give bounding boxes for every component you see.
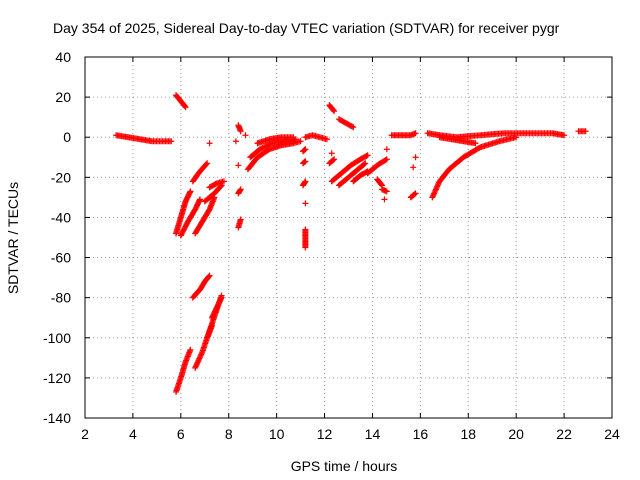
y-tick-label: -140 xyxy=(43,410,71,426)
data-point xyxy=(302,178,309,185)
data-point xyxy=(181,103,188,110)
data-point xyxy=(363,152,370,159)
x-axis-label: GPS time / hours xyxy=(291,458,398,474)
data-point xyxy=(290,134,297,141)
data-point xyxy=(302,146,309,153)
y-tick-label: -80 xyxy=(51,290,71,306)
data-point xyxy=(561,132,568,139)
data-point xyxy=(328,150,335,157)
data-point xyxy=(412,154,419,161)
y-tick-label: 0 xyxy=(63,129,71,145)
data-point xyxy=(330,107,337,114)
data-point xyxy=(362,160,369,167)
x-tick-label: 4 xyxy=(129,426,137,442)
data-point xyxy=(364,152,371,159)
data-point xyxy=(205,273,212,280)
data-point xyxy=(382,157,389,164)
x-tick-label: 20 xyxy=(508,426,524,442)
plot-border xyxy=(84,56,613,419)
data-point xyxy=(323,136,330,143)
data-point xyxy=(203,161,210,168)
y-tick-label: 40 xyxy=(55,49,71,65)
data-point xyxy=(302,158,309,165)
data-point xyxy=(237,128,244,135)
y-tick-label: 20 xyxy=(55,89,71,105)
data-point xyxy=(187,188,194,195)
x-tick-label: 8 xyxy=(225,426,233,442)
data-point xyxy=(383,156,390,163)
data-point xyxy=(301,158,308,165)
data-points xyxy=(113,92,589,395)
y-tick-label: -20 xyxy=(51,169,71,185)
data-point xyxy=(472,140,479,147)
data-point xyxy=(204,160,211,167)
data-point xyxy=(266,141,273,148)
data-point xyxy=(182,104,189,111)
x-tick-label: 10 xyxy=(269,426,285,442)
data-point xyxy=(383,146,390,153)
data-point xyxy=(412,130,419,137)
data-point xyxy=(262,143,269,150)
data-point xyxy=(297,138,304,145)
data-point xyxy=(582,128,589,135)
data-point xyxy=(220,178,227,185)
data-point xyxy=(206,272,213,279)
data-point xyxy=(264,142,271,149)
data-point xyxy=(330,157,337,164)
data-point xyxy=(260,144,267,151)
data-point xyxy=(212,181,219,188)
chart-title: Day 354 of 2025, Sidereal Day-to-day VTE… xyxy=(53,20,560,36)
data-point xyxy=(232,138,239,145)
data-point xyxy=(206,140,213,147)
x-tick-label: 24 xyxy=(604,426,620,442)
y-tick-label: -40 xyxy=(51,209,71,225)
data-point xyxy=(263,142,270,149)
data-point xyxy=(412,190,419,197)
data-point xyxy=(350,124,357,131)
x-tick-label: 14 xyxy=(365,426,381,442)
data-point xyxy=(242,132,249,139)
y-tick-label: -120 xyxy=(43,370,71,386)
data-point xyxy=(187,346,194,353)
data-point xyxy=(259,144,266,151)
y-tick-label: -60 xyxy=(51,250,71,266)
data-point xyxy=(302,226,309,233)
x-tick-label: 2 xyxy=(81,426,89,442)
y-tick-label: -100 xyxy=(43,330,71,346)
data-point xyxy=(237,216,244,223)
x-tick-label: 22 xyxy=(556,426,572,442)
data-point xyxy=(218,294,225,301)
x-tick-label: 18 xyxy=(460,426,476,442)
data-point xyxy=(381,196,388,203)
data-point xyxy=(302,200,309,207)
x-tick-label: 12 xyxy=(317,426,333,442)
data-point xyxy=(301,146,308,153)
data-point xyxy=(411,191,418,198)
axis-ticks: 2 4 6 8 10 12 14 16 18 20 22 24-140-120-100-80-60-4… xyxy=(43,49,620,442)
x-tick-label: 16 xyxy=(413,426,429,442)
data-point xyxy=(361,161,368,168)
data-point xyxy=(331,108,338,115)
data-point xyxy=(410,164,417,171)
y-axis-label: SDTVAR / TECUs xyxy=(5,182,21,294)
data-point xyxy=(378,181,385,188)
data-point xyxy=(349,123,356,130)
data-point xyxy=(237,186,244,193)
grid-lines xyxy=(85,57,612,418)
data-point xyxy=(331,156,338,163)
data-point xyxy=(168,138,175,145)
data-point xyxy=(256,146,263,153)
x-tick-label: 6 xyxy=(177,426,185,442)
data-point xyxy=(258,145,265,152)
data-point xyxy=(196,196,203,203)
data-point xyxy=(235,162,242,169)
data-point xyxy=(383,188,390,195)
